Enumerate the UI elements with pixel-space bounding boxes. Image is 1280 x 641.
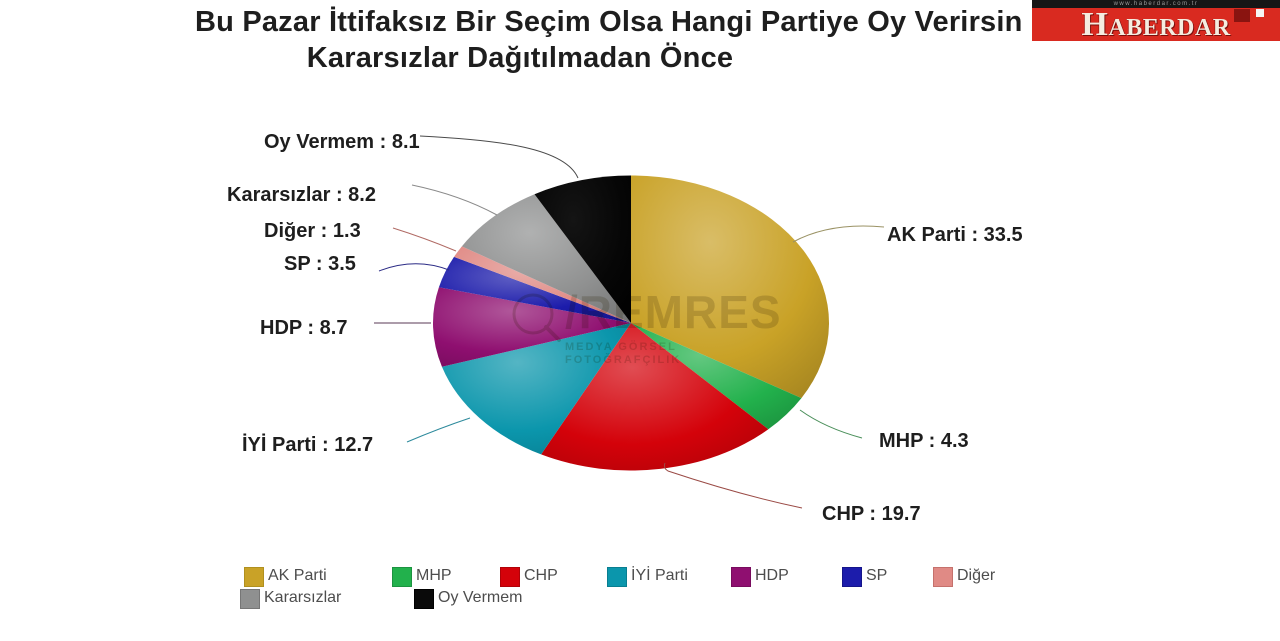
svg-text:/REMRES: /REMRES <box>565 286 782 338</box>
svg-text:MEDYA GÖRSEL: MEDYA GÖRSEL <box>565 340 677 353</box>
svg-text:FOTOĞRAFÇILIK: FOTOĞRAFÇILIK <box>565 353 681 366</box>
